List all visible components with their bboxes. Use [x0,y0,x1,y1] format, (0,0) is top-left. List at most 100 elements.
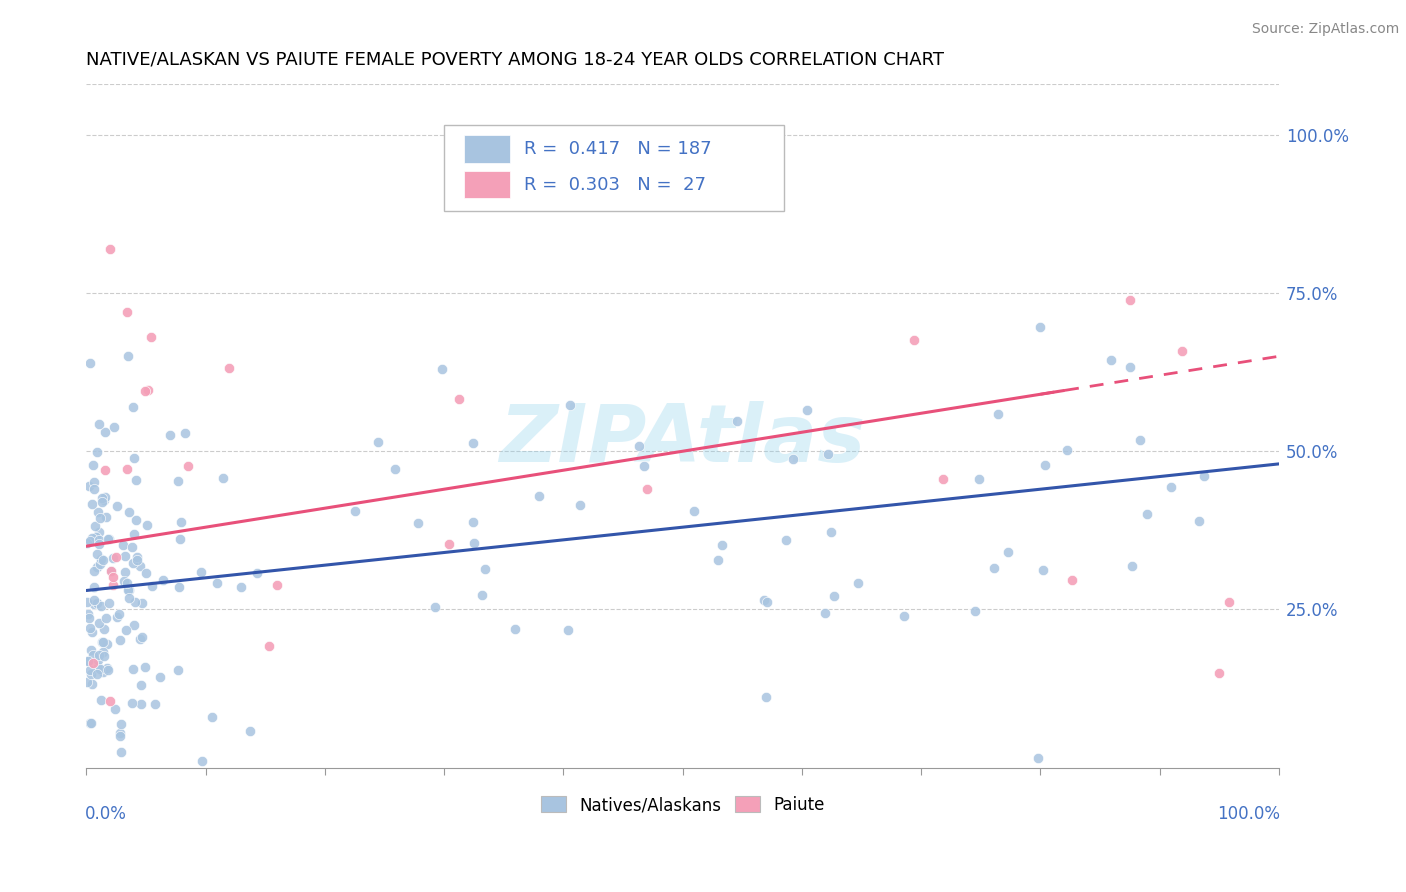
Point [205,576,228,591]
Point [94,611,117,625]
Point [756,595,779,609]
Point [110,716,132,731]
Point [725,414,748,428]
Point [112,538,135,552]
Point [174,425,197,440]
Point [190,565,212,579]
Point [79,355,101,369]
Point [90,599,112,613]
Point [87,615,110,630]
Point [89,662,111,676]
Point [114,549,136,563]
Text: Source: ZipAtlas.com: Source: ZipAtlas.com [1251,22,1399,37]
Point [820,524,842,539]
Point [122,400,145,414]
Point [1129,433,1152,447]
Point [115,305,138,319]
Point [814,606,837,620]
Point [461,515,484,529]
Text: 100.0%: 100.0% [1218,805,1279,823]
Point [105,549,128,564]
Point [167,663,190,677]
Point [79,610,101,624]
Point [87,537,110,551]
Point [108,607,131,622]
Point [503,622,526,636]
Point [170,515,193,529]
Point [823,589,845,603]
Point [82,677,104,691]
Point [84,530,107,544]
Point [117,349,139,363]
Point [94,510,117,524]
Point [101,578,124,592]
Point [1208,665,1230,680]
Point [82,497,104,511]
Point [707,553,730,567]
Point [523,194,546,209]
Point [89,557,111,571]
Point [91,665,114,680]
Point [105,499,128,513]
Point [231,580,253,594]
Point [167,581,190,595]
Point [100,564,122,578]
Point [775,533,797,547]
Point [1121,558,1143,573]
Point [145,697,167,711]
Point [96,661,118,675]
Point [266,578,288,592]
Point [90,693,112,707]
Point [83,482,105,496]
Point [129,559,152,574]
Point [124,595,146,609]
Point [83,580,105,594]
Point [932,472,955,486]
Point [682,503,704,517]
Point [98,242,121,256]
Point [104,702,127,716]
Point [430,362,453,376]
Point [903,333,925,347]
Point [93,622,115,636]
Point [122,451,145,466]
Point [82,531,104,545]
Point [129,678,152,692]
Point [117,576,139,591]
Point [110,726,132,740]
Point [1060,574,1083,588]
Text: 0.0%: 0.0% [86,805,127,823]
Point [997,545,1019,559]
Point [79,621,101,635]
Point [633,459,655,474]
FancyBboxPatch shape [464,136,510,162]
Point [114,574,136,589]
Point [141,579,163,593]
Point [343,504,366,518]
Point [121,697,143,711]
Point [1160,480,1182,494]
Point [628,439,651,453]
Text: R =  0.303   N =  27: R = 0.303 N = 27 [524,176,706,194]
Point [93,492,115,507]
Point [136,383,159,397]
Legend: Natives/Alaskans, Paiute: Natives/Alaskans, Paiute [537,793,828,817]
Point [103,570,125,584]
Point [134,660,156,674]
Point [449,392,471,406]
Point [131,630,153,644]
Point [118,505,141,519]
Point [201,710,224,724]
Point [83,475,105,490]
Point [82,648,104,662]
Point [141,330,163,344]
Text: ZIPAtlas: ZIPAtlas [499,401,866,479]
Point [96,637,118,651]
Point [82,458,104,473]
Point [76,594,98,608]
Point [967,472,990,486]
Point [423,599,446,614]
Point [125,513,148,527]
Point [117,462,139,476]
Point [893,609,915,624]
